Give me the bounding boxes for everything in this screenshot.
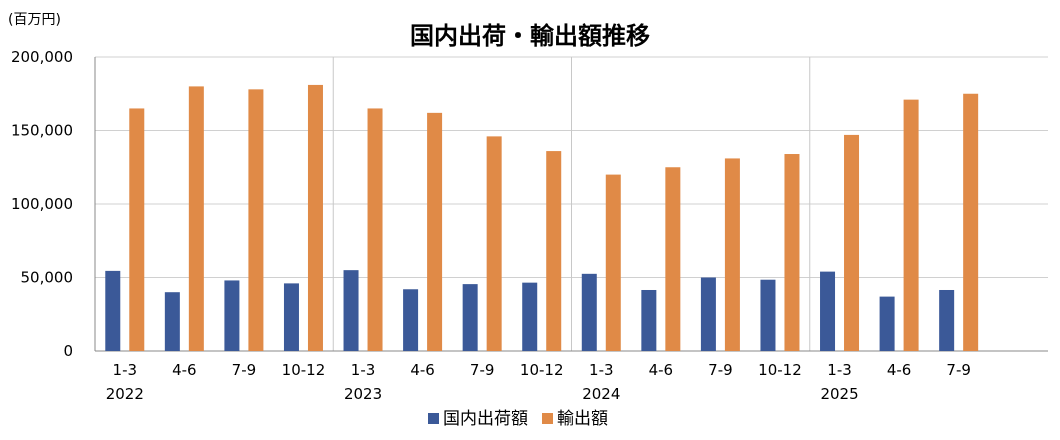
bar-export bbox=[427, 112, 443, 351]
legend-swatch bbox=[428, 413, 439, 424]
y-tick-label: 0 bbox=[63, 342, 73, 360]
x-tick-label: 4-6 bbox=[887, 361, 912, 379]
bars bbox=[105, 84, 979, 352]
bar-domestic bbox=[522, 282, 538, 351]
bar-export bbox=[784, 154, 800, 351]
legend: 国内出荷額 輸出額 bbox=[428, 409, 608, 429]
bar-domestic bbox=[164, 292, 180, 351]
bar-export bbox=[188, 86, 204, 352]
x-tick-label: 10-12 bbox=[758, 361, 802, 379]
bar-domestic bbox=[700, 277, 716, 351]
x-tick-label: 7-9 bbox=[232, 361, 257, 379]
bar-export bbox=[903, 99, 919, 351]
legend-label: 輸出額 bbox=[557, 409, 608, 429]
x-tick-label: 4-6 bbox=[172, 361, 197, 379]
y-tick-label: 100,000 bbox=[11, 195, 73, 213]
bar-export bbox=[844, 134, 860, 351]
y-tick-label: 200,000 bbox=[11, 48, 73, 66]
bar-domestic bbox=[820, 271, 836, 351]
bar-domestic bbox=[283, 283, 299, 351]
bar-domestic bbox=[939, 289, 955, 351]
x-tick-label: 7-9 bbox=[946, 361, 971, 379]
y-tick-label: 50,000 bbox=[21, 269, 74, 287]
x-tick-label: 10-12 bbox=[520, 361, 564, 379]
x-tick-label: 4-6 bbox=[649, 361, 674, 379]
bar-export bbox=[724, 158, 740, 351]
bar-domestic bbox=[641, 289, 657, 351]
y-tick-label: 150,000 bbox=[11, 122, 73, 140]
x-tick-label: 4-6 bbox=[410, 361, 435, 379]
bar-export bbox=[665, 167, 681, 351]
x-tick-label: 7-9 bbox=[470, 361, 495, 379]
bar-export bbox=[129, 108, 145, 351]
x-tick-label: 1-3 bbox=[589, 361, 614, 379]
bar-export bbox=[307, 84, 323, 352]
bar-domestic bbox=[105, 270, 121, 351]
year-label: 2024 bbox=[582, 385, 620, 403]
x-tick-label: 10-12 bbox=[282, 361, 326, 379]
bar-domestic bbox=[403, 289, 419, 351]
x-tick-label: 1-3 bbox=[113, 361, 138, 379]
bar-domestic bbox=[224, 280, 240, 351]
axis-labels: 200,000 150,000 100,000 50,000 0 1-3 4-6 7-9 10-… bbox=[11, 48, 971, 403]
x-tick-label: 7-9 bbox=[708, 361, 733, 379]
bar-export bbox=[367, 108, 383, 351]
bar-export bbox=[486, 136, 502, 351]
legend-label: 国内出荷額 bbox=[443, 409, 528, 429]
bar-export bbox=[963, 93, 979, 351]
bar-domestic bbox=[462, 284, 478, 351]
x-tick-label: 1-3 bbox=[351, 361, 376, 379]
bar-domestic bbox=[343, 270, 359, 351]
bar-export bbox=[546, 151, 562, 351]
bar-domestic bbox=[879, 296, 895, 351]
legend-swatch bbox=[542, 413, 553, 424]
year-label: 2022 bbox=[106, 385, 144, 403]
unit-label: (百万円) bbox=[8, 12, 61, 28]
bar-export bbox=[248, 89, 264, 351]
year-label: 2025 bbox=[820, 385, 858, 403]
bar-domestic bbox=[760, 279, 776, 351]
bar-domestic bbox=[581, 273, 597, 351]
chart-title: 国内出荷・輸出額推移 bbox=[410, 22, 650, 50]
year-label: 2023 bbox=[344, 385, 382, 403]
bar-export bbox=[605, 174, 621, 351]
x-tick-label: 1-3 bbox=[827, 361, 852, 379]
